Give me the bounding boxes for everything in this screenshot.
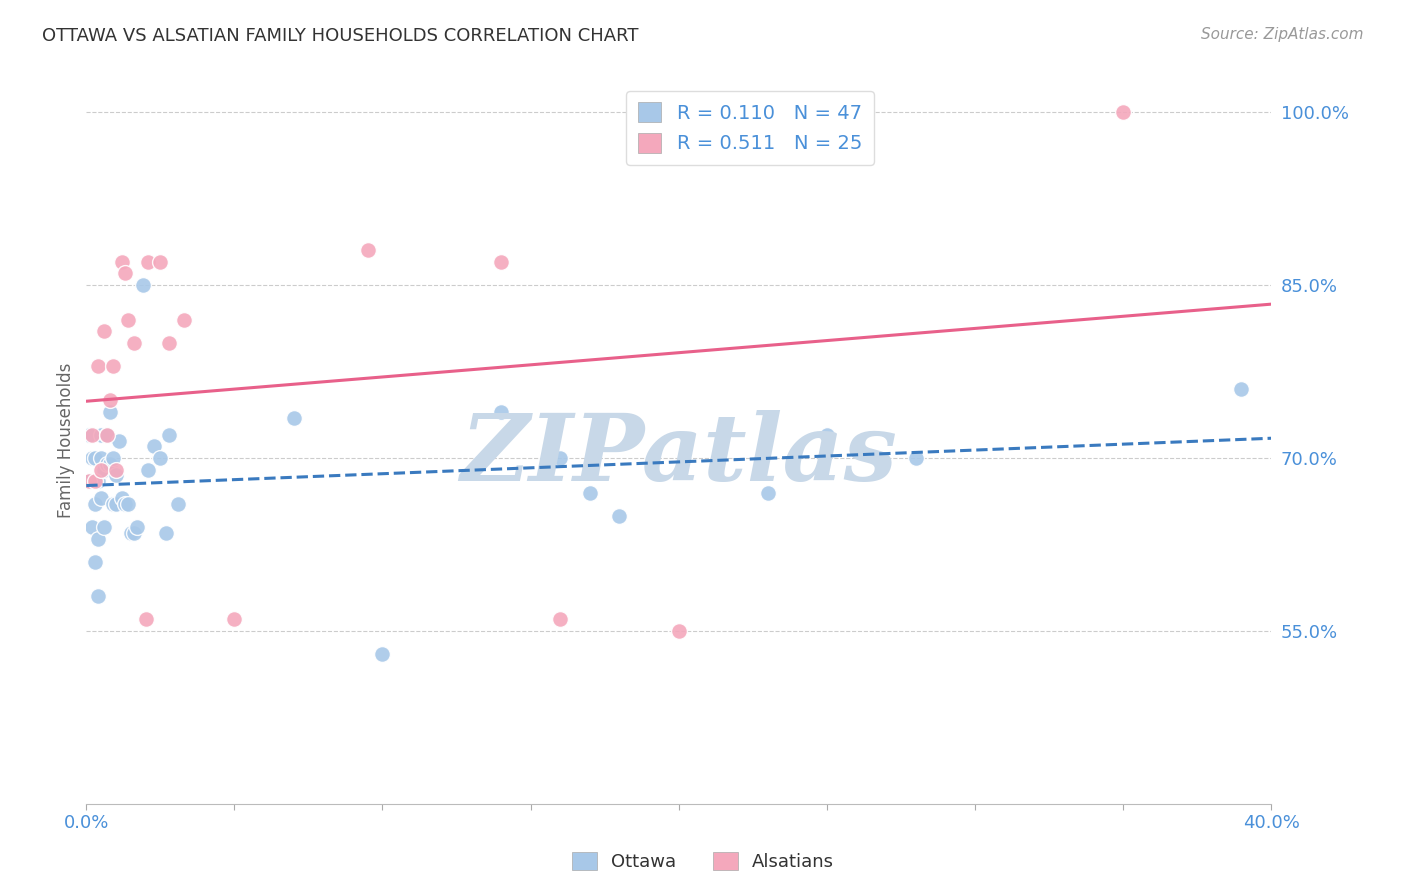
Text: Source: ZipAtlas.com: Source: ZipAtlas.com (1201, 27, 1364, 42)
Point (111, 255, 134, 269)
Legend: Ottawa, Alsatians: Ottawa, Alsatians (564, 845, 842, 879)
Point (96, 428, 118, 442)
Point (173, 312, 195, 326)
Point (114, 267, 136, 281)
Point (756, 485, 779, 500)
Point (77, 474, 100, 488)
Point (167, 497, 190, 511)
Point (82, 428, 104, 442)
Point (131, 278, 153, 293)
Point (143, 440, 166, 454)
Point (84, 497, 107, 511)
Point (149, 450, 172, 465)
Point (1112, 105, 1135, 120)
Point (87, 359, 110, 373)
Point (489, 405, 512, 419)
Point (108, 434, 131, 448)
Point (98, 393, 121, 408)
Point (904, 450, 927, 465)
Point (98, 405, 121, 419)
Point (668, 624, 690, 638)
Point (104, 462, 127, 476)
Point (90, 462, 112, 476)
Point (371, 647, 394, 661)
Point (283, 410, 305, 425)
Point (117, 497, 139, 511)
Point (122, 526, 145, 541)
Point (101, 450, 124, 465)
Point (125, 520, 148, 534)
Point (84, 555, 107, 569)
Point (93, 520, 115, 534)
Point (93, 462, 115, 476)
Point (155, 526, 177, 541)
Point (104, 497, 127, 511)
Point (548, 612, 571, 626)
Point (224, 612, 246, 626)
Point (157, 335, 180, 350)
Point (90, 450, 112, 465)
Point (82, 520, 104, 534)
Legend: R = 0.110   N = 47, R = 0.511   N = 25: R = 0.110 N = 47, R = 0.511 N = 25 (626, 91, 873, 165)
Point (104, 468, 127, 483)
Y-axis label: Family Households: Family Households (58, 363, 75, 518)
Point (815, 428, 838, 442)
Point (157, 428, 180, 442)
Point (82, 450, 104, 465)
Point (87, 590, 110, 604)
Point (548, 450, 571, 465)
Text: ZIPatlas: ZIPatlas (460, 410, 897, 500)
Point (93, 324, 115, 338)
Text: OTTAWA VS ALSATIAN FAMILY HOUSEHOLDS CORRELATION CHART: OTTAWA VS ALSATIAN FAMILY HOUSEHOLDS COR… (42, 27, 638, 45)
Point (84, 450, 107, 465)
Point (122, 335, 145, 350)
Point (87, 532, 110, 546)
Point (84, 474, 107, 488)
Point (90, 428, 112, 442)
Point (138, 255, 160, 269)
Point (111, 491, 134, 506)
Point (149, 255, 172, 269)
Point (98, 457, 121, 471)
Point (96, 428, 118, 442)
Point (77, 428, 100, 442)
Point (579, 485, 602, 500)
Point (96, 457, 118, 471)
Point (120, 526, 142, 541)
Point (609, 508, 631, 523)
Point (101, 497, 124, 511)
Point (77, 474, 100, 488)
Point (114, 497, 136, 511)
Point (135, 612, 157, 626)
Point (357, 244, 380, 258)
Point (138, 462, 160, 476)
Point (101, 359, 124, 373)
Point (90, 491, 112, 506)
Point (117, 312, 139, 326)
Point (87, 474, 110, 488)
Point (489, 255, 512, 269)
Point (1230, 382, 1253, 396)
